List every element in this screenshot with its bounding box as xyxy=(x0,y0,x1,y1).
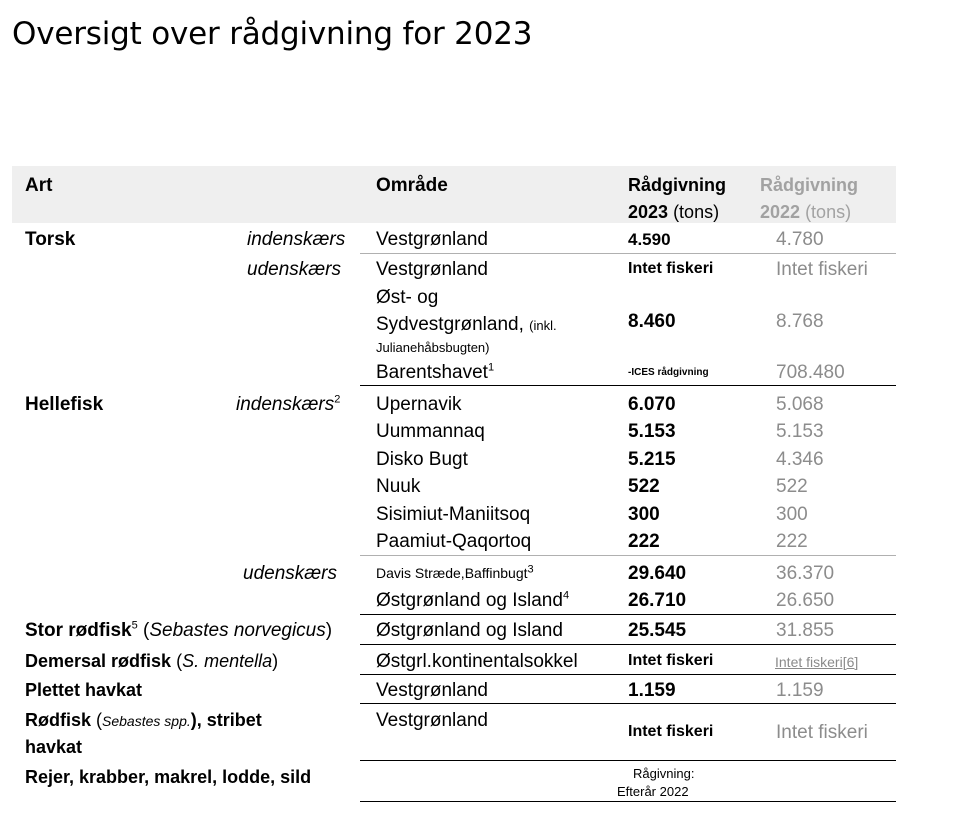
rodfisk-area: Vestgrønland xyxy=(376,710,488,731)
stor-2022: 31.855 xyxy=(776,620,835,641)
species-torsk: Torsk xyxy=(25,229,76,250)
torsk-sub-udenskaers: udenskærs xyxy=(247,259,341,280)
hellefisk-2022-value: 522 xyxy=(776,476,808,497)
hellefisk-2022-value: 222 xyxy=(776,531,808,552)
species-rejer: Rejer, krabber, makrel, lodde, sild xyxy=(25,767,312,787)
hellefisk-2023-value: 6.070 xyxy=(628,394,676,415)
header-2022-line2: 2022 (tons) xyxy=(760,202,852,222)
torsk-area-2: Vestgrønland xyxy=(376,259,488,280)
divider xyxy=(360,760,896,761)
torsk-sub-indenskaers: indenskærs xyxy=(247,229,346,250)
demersal-area: Østgrl.kontinentalsokkel xyxy=(376,651,578,672)
torsk-2022-2: Intet fiskeri xyxy=(776,259,868,280)
header-2023-line1: Rådgivning xyxy=(628,175,726,195)
torsk-2023-1: 4.590 xyxy=(628,230,671,249)
rodfisk-2023: Intet fiskeri xyxy=(628,723,714,740)
hellefisk-area: Nuuk xyxy=(376,476,421,497)
plettet-2023: 1.159 xyxy=(628,680,676,701)
torsk-area-1: Vestgrønland xyxy=(376,229,488,250)
hellefisk-sub-udenskaers: udenskærs xyxy=(243,563,337,584)
torsk-area-3-line1: Øst- og xyxy=(376,287,439,308)
hellefisk-2023-ostgronland: 26.710 xyxy=(628,590,687,611)
rejer-2023-line2: Efterår 2022 xyxy=(617,784,689,799)
page-title: Oversigt over rådgivning for 2023 xyxy=(12,16,533,52)
torsk-area-3-line2: Sydvestgrønland, (inkl. xyxy=(376,314,557,335)
hellefisk-2022-value: 300 xyxy=(776,504,808,525)
torsk-area-4: Barentshavet1 xyxy=(376,361,495,383)
torsk-2023-4: -ICES rådgivning xyxy=(628,367,709,378)
hellefisk-2023-value: 5.153 xyxy=(628,421,676,442)
table-header-band xyxy=(12,166,896,223)
hellefisk-2023-value: 300 xyxy=(628,504,660,525)
divider xyxy=(360,644,896,645)
hellefisk-sub-indenskaers: indenskærs2 xyxy=(236,393,341,415)
hellefisk-2023-value: 5.215 xyxy=(628,449,676,470)
hellefisk-area: Uummannaq xyxy=(376,421,485,442)
divider xyxy=(360,614,896,615)
hellefisk-2023-value: 522 xyxy=(628,476,660,497)
torsk-2022-3: 8.768 xyxy=(776,311,824,332)
hellefisk-2023-value: 222 xyxy=(628,531,660,552)
hellefisk-area-davis: Davis Stræde,Baffinbugt3 xyxy=(376,563,534,581)
hellefisk-area-ostgronland: Østgrønland og Island4 xyxy=(376,589,570,611)
hellefisk-2023-davis: 29.640 xyxy=(628,563,687,584)
header-2022-line1: Rådgivning xyxy=(760,175,858,195)
torsk-2022-4: 708.480 xyxy=(776,362,845,383)
divider xyxy=(360,674,896,675)
rejer-2023-line1: Rågivning: xyxy=(633,766,695,781)
divider xyxy=(360,801,896,802)
hellefisk-area: Upernavik xyxy=(376,394,462,415)
torsk-area-3-note: Julianehåbsbugten) xyxy=(376,340,490,355)
hellefisk-2022-value: 5.153 xyxy=(776,421,824,442)
divider xyxy=(360,703,896,704)
hellefisk-2022-davis: 36.370 xyxy=(776,563,835,584)
demersal-2023: Intet fiskeri xyxy=(628,652,714,669)
divider xyxy=(360,555,896,556)
torsk-2023-3: 8.460 xyxy=(628,311,676,332)
hellefisk-area: Paamiut-Qaqortoq xyxy=(376,531,532,552)
species-stor-rodfisk: Stor rødfisk5 (Sebastes norvegicus) xyxy=(25,619,333,641)
species-demersal-rodfisk: Demersal rødfisk (S. mentella) xyxy=(25,651,279,671)
header-2023-line2: 2023 (tons) xyxy=(628,202,720,222)
species-hellefisk: Hellefisk xyxy=(25,394,104,415)
species-plettet-havkat: Plettet havkat xyxy=(25,680,143,700)
hellefisk-area: Disko Bugt xyxy=(376,449,468,470)
demersal-2022-link[interactable]: Intet fiskeri[6] xyxy=(775,654,859,670)
divider xyxy=(360,385,896,386)
species-rodfisk: Rødfisk (Sebastes spp.), stribet xyxy=(25,710,262,730)
hellefisk-2022-ostgronland: 26.650 xyxy=(776,590,835,611)
stor-area: Østgrønland og Island xyxy=(376,620,563,641)
stor-2023: 25.545 xyxy=(628,620,687,641)
header-art: Art xyxy=(25,175,53,196)
torsk-2023-2: Intet fiskeri xyxy=(628,260,714,277)
species-rodfisk-line2: havkat xyxy=(25,737,83,757)
hellefisk-area: Sisimiut-Maniitsoq xyxy=(376,504,531,525)
rodfisk-2022: Intet fiskeri xyxy=(776,722,868,743)
divider xyxy=(360,253,896,254)
plettet-area: Vestgrønland xyxy=(376,680,488,701)
plettet-2022: 1.159 xyxy=(776,680,824,701)
header-omrade: Område xyxy=(376,175,448,196)
torsk-2022-1: 4.780 xyxy=(776,229,824,250)
hellefisk-2022-value: 4.346 xyxy=(776,449,824,470)
hellefisk-2022-value: 5.068 xyxy=(776,394,824,415)
